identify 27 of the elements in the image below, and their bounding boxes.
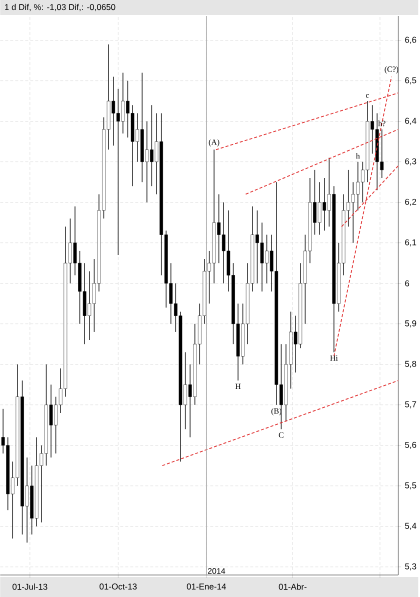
annotation: h [356,153,360,159]
chart-title: 1 d Dif, %: -1,03 Dif,: -0,0650 [5,4,116,12]
y-tick-label: 5,5 [405,482,416,490]
annotation: c [366,94,370,98]
x-tick-label: 01-Ene-14 [186,584,226,590]
ref-line-label: 2014 [208,568,226,574]
y-tick-label: 5,7 [405,401,416,408]
annotation: Hi [330,355,338,361]
y-tick-label: 6,2 [405,198,416,206]
y-tick-label: 5,3 [405,563,416,570]
annotation: H [235,384,241,389]
y-tick-label: 5,9 [405,320,416,328]
y-tick-label: 5,8 [405,360,416,368]
y-tick-label: 6,5 [405,77,416,84]
y-tick-label: 6,3 [405,158,416,166]
y-tick-label: 5,4 [405,522,416,530]
y-tick-label: 6 [405,280,410,286]
annotation: C [278,432,284,438]
y-tick-label: 5,6 [405,442,416,449]
annotation: h? [378,120,386,126]
annotation: (A) [208,139,220,146]
x-tick-label: 01-Oct-13 [100,584,137,590]
y-tick-label: 6,6 [405,36,416,44]
x-tick-label: 01-Abr- [278,584,307,590]
x-tick-label: 01-Jul-13 [12,584,48,590]
y-tick-label: 6,1 [405,239,416,246]
y-tick-label: 6,4 [405,118,416,125]
